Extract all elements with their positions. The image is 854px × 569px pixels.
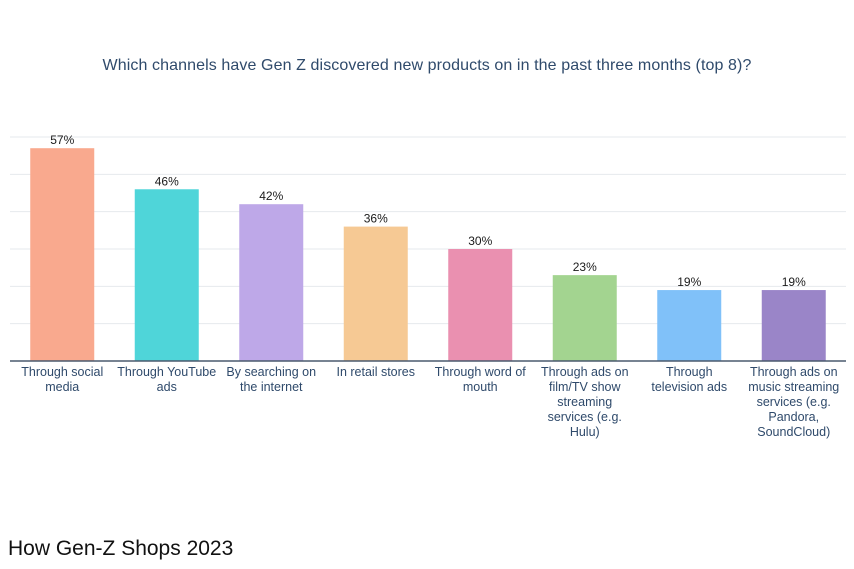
data-label: 36% <box>364 212 388 226</box>
category-tick-label: By searching on <box>226 365 316 379</box>
category-tick-label: television ads <box>651 380 727 394</box>
category-tick-label: Through <box>666 365 713 379</box>
category-tick-label: services (e.g. <box>757 395 831 409</box>
category-tick-label: services (e.g. <box>548 410 622 424</box>
data-label: 57% <box>50 133 74 147</box>
category-tick-label: Pandora, <box>768 410 819 424</box>
category-tick-label: media <box>45 380 79 394</box>
bars: 57% 46% 42% 36% 30% 23% 19% 19% <box>30 133 826 361</box>
bar <box>657 290 722 361</box>
bar <box>30 148 95 361</box>
category-tick-label: streaming <box>557 395 612 409</box>
data-label: 42% <box>259 189 283 203</box>
bar <box>343 226 408 361</box>
category-tick-label: Through social <box>21 365 103 379</box>
category-tick-label: Through ads on <box>750 365 838 379</box>
chart-title: Which channels have Gen Z discovered new… <box>102 57 752 74</box>
category-tick-label: SoundCloud) <box>757 425 830 439</box>
category-tick-label: the internet <box>240 380 303 394</box>
bar <box>134 189 199 361</box>
bar <box>552 275 617 361</box>
bar <box>239 204 304 361</box>
bar <box>448 249 513 361</box>
category-tick-label: Through ads on <box>541 365 629 379</box>
data-label: 30% <box>468 234 492 248</box>
category-tick-label: ads <box>157 380 177 394</box>
category-tick-label: music streaming <box>748 380 839 394</box>
category-tick-label: Hulu) <box>570 425 600 439</box>
category-tick-label: film/TV show <box>549 380 622 394</box>
footer-caption: How Gen-Z Shops 2023 <box>8 537 234 560</box>
bar <box>761 290 826 361</box>
category-tick-label: In retail stores <box>336 365 415 379</box>
category-tick-label: Through YouTube <box>117 365 216 379</box>
data-label: 19% <box>677 275 701 289</box>
category-tick-label: mouth <box>463 380 498 394</box>
data-label: 23% <box>573 260 597 274</box>
data-label: 46% <box>155 174 179 188</box>
data-label: 19% <box>782 275 806 289</box>
category-tick-label: Through word of <box>435 365 527 379</box>
